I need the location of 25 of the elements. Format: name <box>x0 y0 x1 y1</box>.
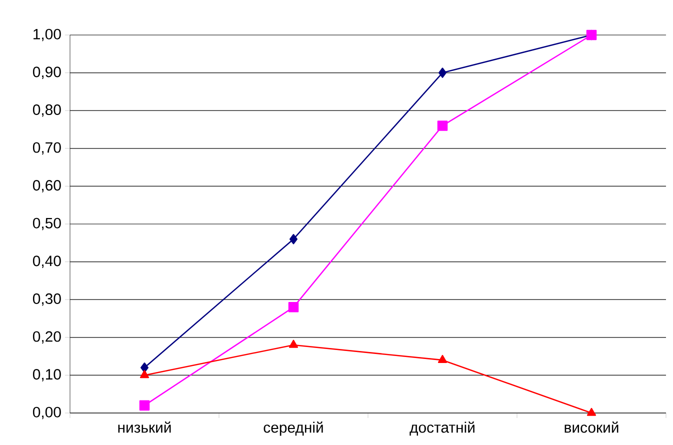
point <box>438 354 448 363</box>
y-tick-label: 0,60 <box>32 180 61 192</box>
y-tick-label: 0,50 <box>32 218 61 230</box>
point <box>288 340 298 348</box>
x-tick-label: достатній <box>410 422 474 436</box>
x-tick-label: низький <box>118 422 171 433</box>
point <box>586 408 596 416</box>
point <box>140 370 150 378</box>
point <box>438 68 447 78</box>
point <box>437 120 448 131</box>
y-tick-label: 0,40 <box>32 256 61 268</box>
y-tick-label: 0,00 <box>32 406 61 420</box>
point <box>289 234 298 244</box>
y-tick-label: 0,10 <box>32 369 61 382</box>
x-tick-label: високий <box>564 422 618 433</box>
y-tick-label: 0,20 <box>32 331 61 344</box>
y-tick-label: 0,70 <box>32 142 61 155</box>
x-tick-label: середній <box>264 422 323 436</box>
y-tick-label: 1,00 <box>34 28 61 42</box>
point <box>139 400 150 411</box>
point <box>288 302 299 312</box>
point <box>140 362 149 373</box>
y-tick-label: 0,80 <box>32 104 61 117</box>
y-tick-label: 0,30 <box>32 293 61 306</box>
y-tick-label: 0,90 <box>32 66 61 79</box>
